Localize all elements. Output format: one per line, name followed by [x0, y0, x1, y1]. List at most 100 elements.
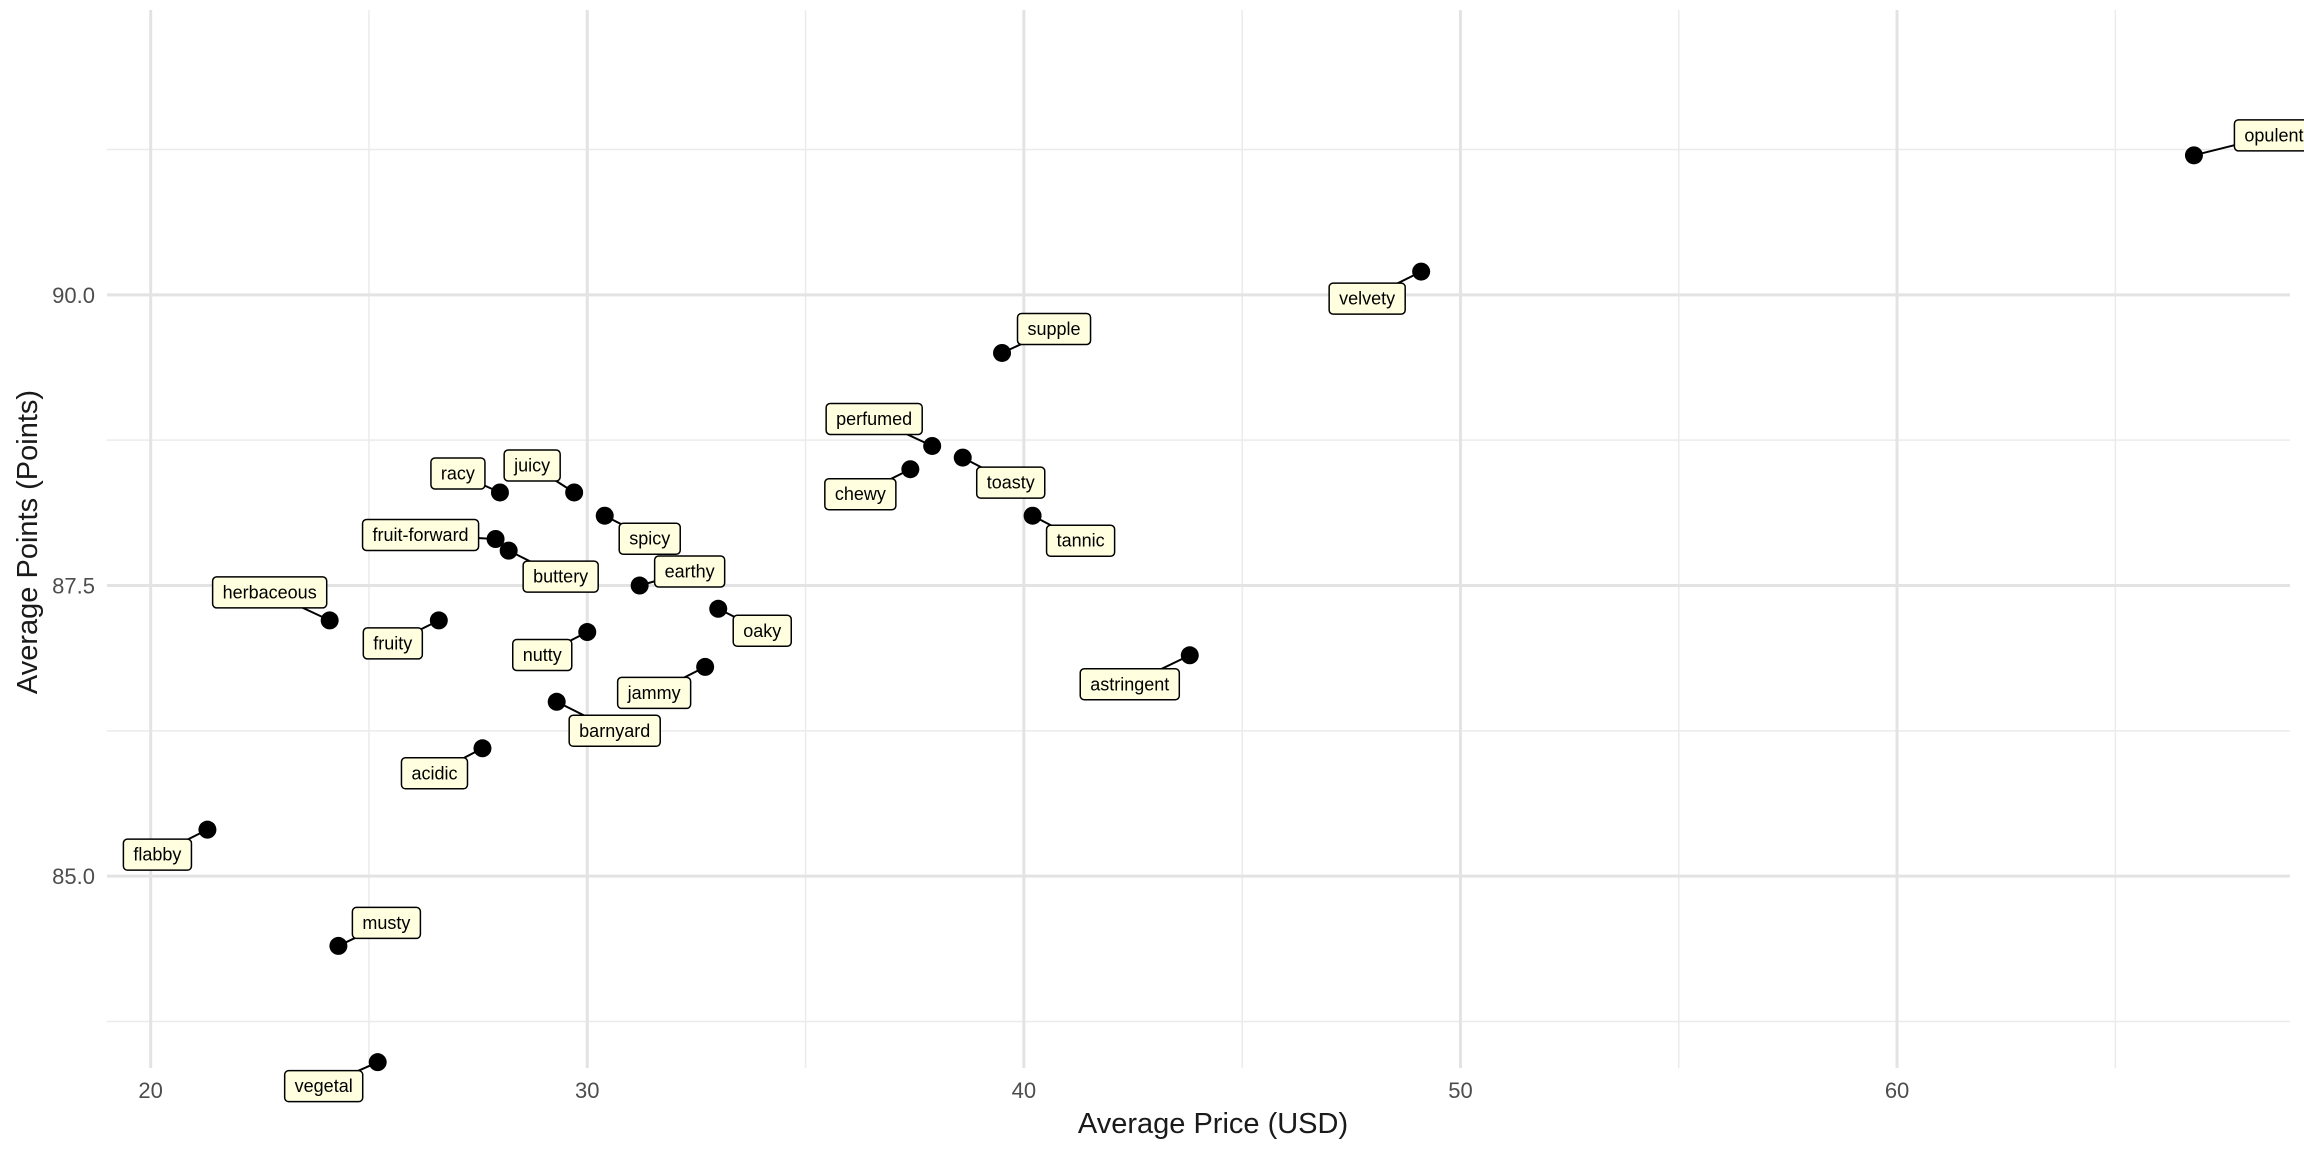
point-label-box	[568, 714, 661, 748]
point-label-text: herbaceous	[223, 582, 317, 602]
point-label-box	[616, 676, 692, 710]
point-label-text: fruity	[373, 633, 412, 653]
y-tick-label: 87.5	[52, 574, 95, 599]
point-label: nutty	[511, 638, 573, 672]
data-point	[595, 506, 614, 525]
point-label-box	[361, 518, 480, 552]
data-point	[953, 448, 972, 467]
data-point	[923, 436, 942, 455]
data-point	[1023, 506, 1042, 525]
tick-labels: 20 30 40 50 60 85.0 87.5 90.0	[52, 283, 1909, 1103]
point-label-box	[1045, 524, 1116, 557]
label-connectors	[156, 134, 2275, 1088]
data-point	[1180, 646, 1199, 665]
point-label-text: toasty	[987, 473, 1035, 493]
point-label: flabby	[122, 838, 193, 871]
point-label-box	[283, 1069, 364, 1103]
point-label-text: opulent	[2244, 125, 2303, 145]
grid	[107, 10, 2290, 1068]
x-tick-label: 20	[138, 1078, 162, 1103]
data-point	[696, 657, 715, 676]
data-point	[198, 820, 217, 839]
point-label-box	[122, 838, 193, 871]
point-label-text: flabby	[133, 845, 181, 865]
y-tick-label: 90.0	[52, 283, 95, 308]
point-label-box	[400, 757, 469, 790]
point-label: supple	[1016, 312, 1092, 346]
point-label-text: barnyard	[579, 721, 650, 741]
point-label-text: perfumed	[836, 409, 912, 429]
point-label: earthy	[653, 555, 726, 588]
point-label-text: astringent	[1090, 674, 1169, 694]
point-label: oaky	[732, 614, 793, 648]
data-point	[499, 541, 518, 560]
y-tick-label: 85.0	[52, 864, 95, 889]
point-label: herbaceous	[211, 576, 328, 609]
point-labels: opulent velvety supple perfumed toasty chewy t…	[122, 119, 2304, 1103]
point-label-box	[522, 560, 599, 593]
data-point	[329, 936, 348, 955]
point-label-text: supple	[1028, 319, 1081, 339]
point-label: buttery	[522, 560, 599, 593]
point-label: tannic	[1045, 524, 1116, 557]
data-point	[320, 611, 339, 630]
data-point	[578, 623, 597, 642]
point-label-text: spicy	[629, 529, 670, 549]
point-label-box	[732, 614, 793, 648]
data-points	[198, 146, 2203, 1072]
data-point	[901, 460, 920, 479]
data-point	[1412, 262, 1431, 281]
point-label: acidic	[400, 757, 469, 790]
point-label-box	[1016, 312, 1092, 346]
point-label: jammy	[616, 676, 692, 710]
point-label: velvety	[1328, 282, 1406, 315]
point-label-box	[2233, 119, 2304, 152]
point-label-box	[211, 576, 328, 609]
point-label: toasty	[975, 466, 1046, 499]
point-label-text: juicy	[513, 455, 550, 475]
point-label-text: earthy	[665, 562, 715, 582]
point-label-text: jammy	[627, 683, 681, 703]
point-label: astringent	[1079, 668, 1181, 701]
point-label: fruity	[362, 627, 424, 660]
point-label-box	[511, 638, 573, 672]
point-label-box	[825, 402, 923, 436]
point-label-box	[1079, 668, 1181, 701]
point-label-text: vegetal	[295, 1076, 353, 1096]
point-label-box	[653, 555, 726, 588]
data-point	[547, 692, 566, 711]
x-axis-title: Average Price (USD)	[1078, 1108, 1348, 1140]
point-label: fruit-forward	[361, 518, 480, 552]
data-point	[473, 739, 492, 758]
point-label: perfumed	[825, 402, 923, 436]
data-point	[630, 576, 649, 595]
point-label: juicy	[503, 449, 561, 482]
point-label-text: fruit-forward	[373, 525, 469, 545]
point-label-box	[430, 457, 486, 490]
point-label: racy	[430, 457, 486, 490]
point-label-text: nutty	[523, 645, 562, 665]
point-label: opulent	[2233, 119, 2304, 152]
point-label: barnyard	[568, 714, 661, 748]
data-point	[368, 1053, 387, 1072]
x-tick-label: 40	[1012, 1078, 1036, 1103]
point-label-box	[362, 627, 424, 660]
data-point	[490, 483, 509, 502]
point-label-box	[618, 522, 681, 555]
data-point	[709, 599, 728, 618]
y-axis-title: Average Points (Points)	[12, 390, 44, 694]
data-point	[429, 611, 448, 630]
data-point	[993, 343, 1012, 362]
point-label-text: tannic	[1057, 531, 1105, 551]
point-label-text: chewy	[835, 484, 886, 504]
data-point	[565, 483, 584, 502]
data-point	[2184, 146, 2203, 165]
point-label-box	[351, 906, 422, 940]
point-label: spicy	[618, 522, 681, 555]
point-label-box	[1328, 282, 1406, 315]
point-label: musty	[351, 906, 422, 940]
point-label-text: velvety	[1339, 289, 1395, 309]
point-label-box	[503, 449, 561, 482]
point-label-text: oaky	[743, 621, 781, 641]
